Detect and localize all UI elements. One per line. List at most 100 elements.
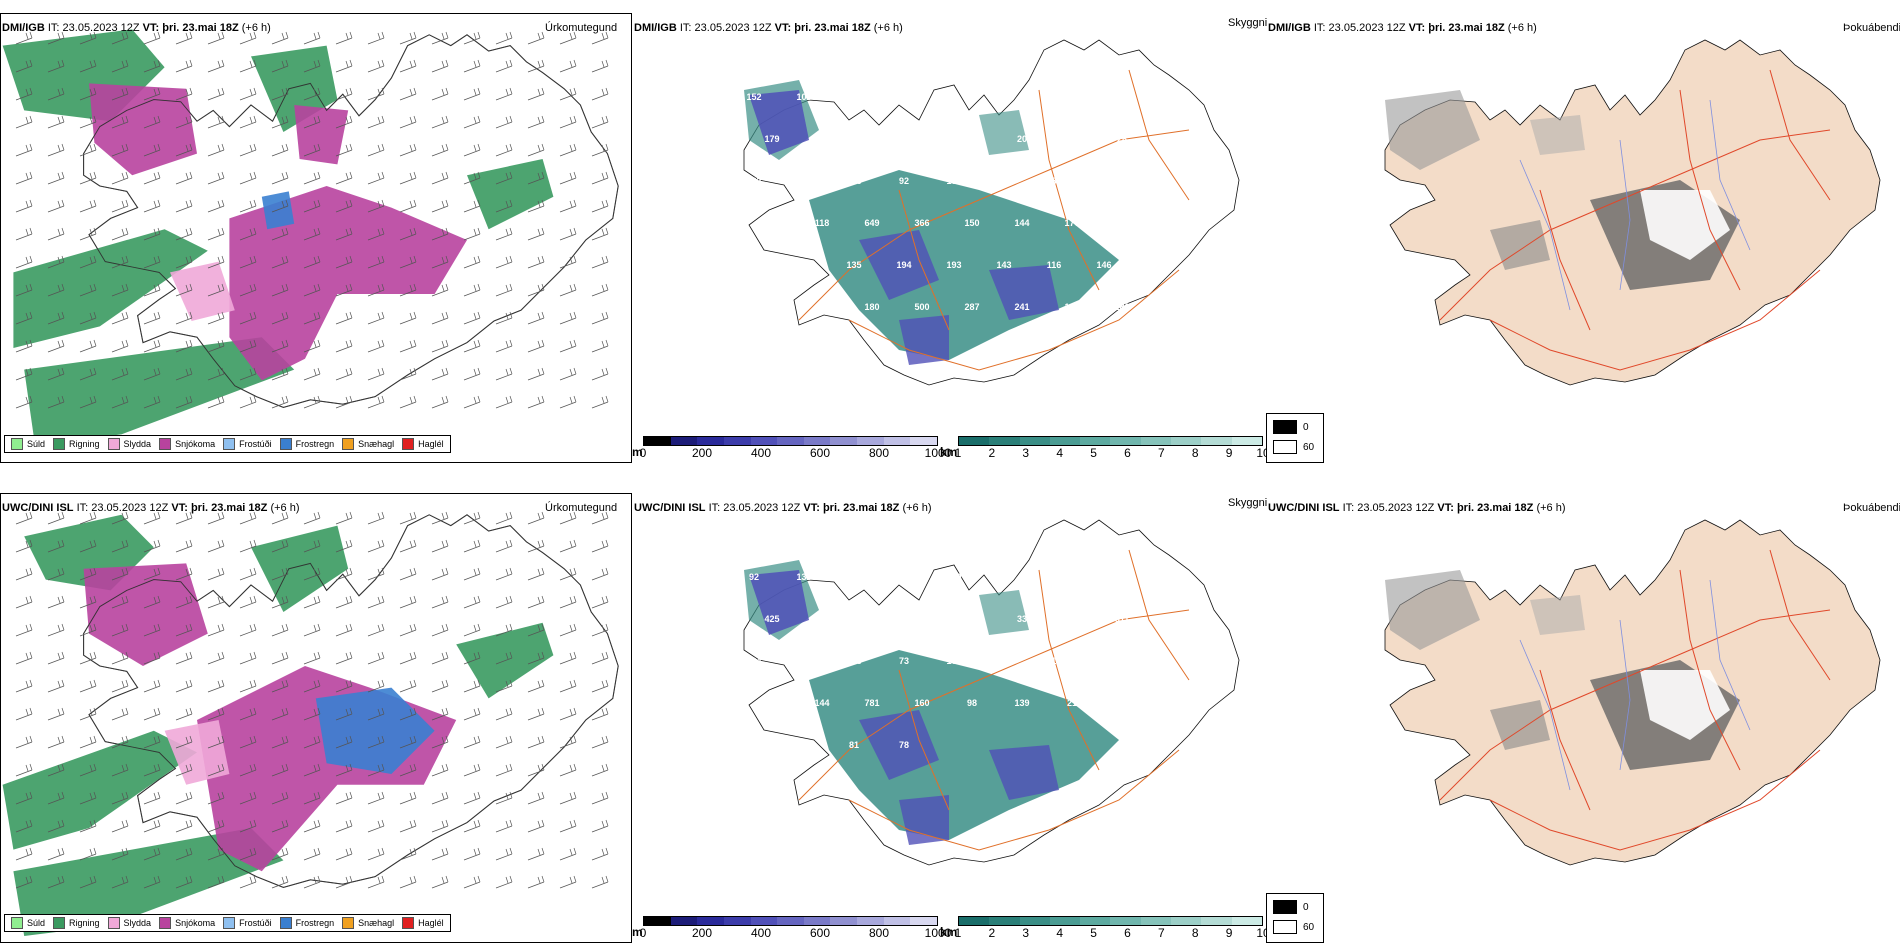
fog-legend-swatch: [1273, 900, 1297, 914]
color-scale-step: [1110, 437, 1141, 445]
legend-swatch: [402, 438, 415, 450]
scale-tick-label: 4: [1056, 446, 1063, 460]
visibility-value-label: 116: [1047, 260, 1062, 270]
legend-label: Súld: [27, 439, 46, 449]
legend-label: Snjókoma: [175, 439, 216, 449]
scale-tick-label: 5: [1090, 446, 1097, 460]
color-scale-step: [1110, 917, 1141, 925]
precip-area: [13, 828, 284, 936]
visibility-value-label: 175: [864, 134, 879, 144]
visibility-value-label: 181: [1114, 302, 1129, 312]
color-scale-step: [1019, 437, 1050, 445]
scale-tick-label: 8: [1191, 446, 1199, 460]
precip-area: [251, 525, 349, 612]
visibility-value-label: 179: [764, 134, 779, 144]
color-scale-step: [910, 437, 938, 445]
color-scale-step: [1201, 917, 1232, 925]
visibility-value-label: 60: [799, 740, 809, 750]
scale-tick-label: 0: [639, 446, 647, 460]
legend-label: Frostregn: [295, 918, 335, 928]
precip-type-panel-2: [0, 493, 632, 943]
scale-tick-label: 3: [1022, 926, 1030, 940]
scale-tick-label: 7: [1157, 446, 1165, 460]
legend-label: Rigning: [69, 439, 100, 449]
fog-map-1: [1384, 39, 1881, 386]
fog-area: [1640, 190, 1730, 260]
visibility-value-label: 85: [899, 92, 909, 102]
color-scale-step: [910, 917, 938, 925]
visibility-value-label: 500: [914, 302, 929, 312]
visibility-value-label: 33: [1017, 614, 1027, 624]
visibility-value-label: 210: [746, 740, 761, 750]
precip-legend-1: Súld Rigning Slydda Snjókoma Frostúði Frostre…: [4, 435, 451, 453]
visibility-value-label: 143: [996, 260, 1011, 270]
scale-tick-label: 8: [1191, 926, 1199, 940]
fog-legend-swatch: [1273, 440, 1297, 454]
visibility-area: [859, 710, 939, 780]
visibility-value-label: 03: [799, 176, 809, 186]
legend-label: Súld: [27, 918, 46, 928]
legend-label: Haglél: [418, 439, 444, 449]
precip-map-1: [2, 29, 619, 446]
color-scale-step: [830, 917, 858, 925]
visibility-value-label: 222: [1114, 698, 1129, 708]
scale-tick-label: 6: [1124, 926, 1131, 940]
legend-label: Slydda: [123, 918, 152, 928]
color-scale-step: [750, 917, 778, 925]
legend-swatch: [223, 438, 236, 450]
visibility-value-label: 287: [964, 302, 979, 312]
road-network: [798, 549, 1190, 851]
legend-item: Snjókoma: [159, 438, 215, 450]
scale-tick-label: 600: [809, 446, 831, 460]
panel-type-fog-2: Þokuábendi: [1843, 502, 1900, 514]
visibility-value-label: 138: [796, 572, 811, 582]
fog-area: [1530, 115, 1585, 155]
color-scale-step: [1171, 917, 1202, 925]
visibility-area: [979, 590, 1029, 635]
visibility-value-label: 51: [1067, 134, 1077, 144]
fog-legend-2: 0 60: [1266, 893, 1324, 943]
scale-tick-label: 400: [750, 446, 772, 460]
visibility-value-label: 73: [899, 656, 909, 666]
panel-type-fog-1: Þokuábendi: [1843, 22, 1900, 34]
visibility-value-label: 35: [917, 614, 927, 624]
legend-item: Snjókoma: [159, 917, 215, 929]
visibility-value-label: 150: [964, 218, 979, 228]
color-scale-step: [883, 917, 911, 925]
color-scale-step: [883, 437, 911, 445]
visibility-value-label: 13: [999, 572, 1009, 582]
color-scale-step: [723, 437, 751, 445]
color-scale-step: [644, 437, 671, 445]
color-scale-step: [777, 917, 804, 925]
fog-legend-item: 60: [1273, 920, 1314, 934]
visibility-value-label: 170: [1064, 218, 1079, 228]
legend-label: Frostregn: [295, 439, 335, 449]
visibility-value-label: 75: [1099, 92, 1109, 102]
visibility-value-label: 108: [946, 656, 961, 666]
wind-barbs: [15, 511, 609, 889]
scale-tick-label: 5: [1090, 926, 1097, 940]
visibility-value-label: 81: [849, 740, 859, 750]
visibility-value-label: 176: [764, 218, 779, 228]
visibility-value-label: 301: [846, 572, 861, 582]
visibility-value-label: 604: [996, 92, 1011, 102]
fog-panel-1: [1270, 30, 1900, 440]
color-scale-bar: [958, 916, 1263, 926]
visibility-value-label: 144: [1014, 218, 1029, 228]
visibility-area: [979, 110, 1029, 155]
visibility-value-label: 103: [796, 92, 811, 102]
color-scale-step: [1080, 917, 1111, 925]
visibility-value-label: 132: [746, 176, 761, 186]
vis-scale-km-2: 1 2 3 4 5 6 7 8 9 10: [955, 916, 1270, 940]
visibility-value-label: 20: [1017, 134, 1027, 144]
color-scale-step: [670, 437, 698, 445]
legend-swatch: [11, 917, 23, 929]
legend-swatch: [11, 438, 23, 450]
visibility-value-label: 152: [746, 92, 761, 102]
visibility-area: [989, 265, 1059, 320]
color-scale-step: [644, 917, 671, 925]
fog-area: [1490, 220, 1550, 270]
road-network: [798, 69, 1190, 371]
visibility-value-label: 260: [746, 260, 761, 270]
visibility-value-label: 23: [1049, 572, 1059, 582]
